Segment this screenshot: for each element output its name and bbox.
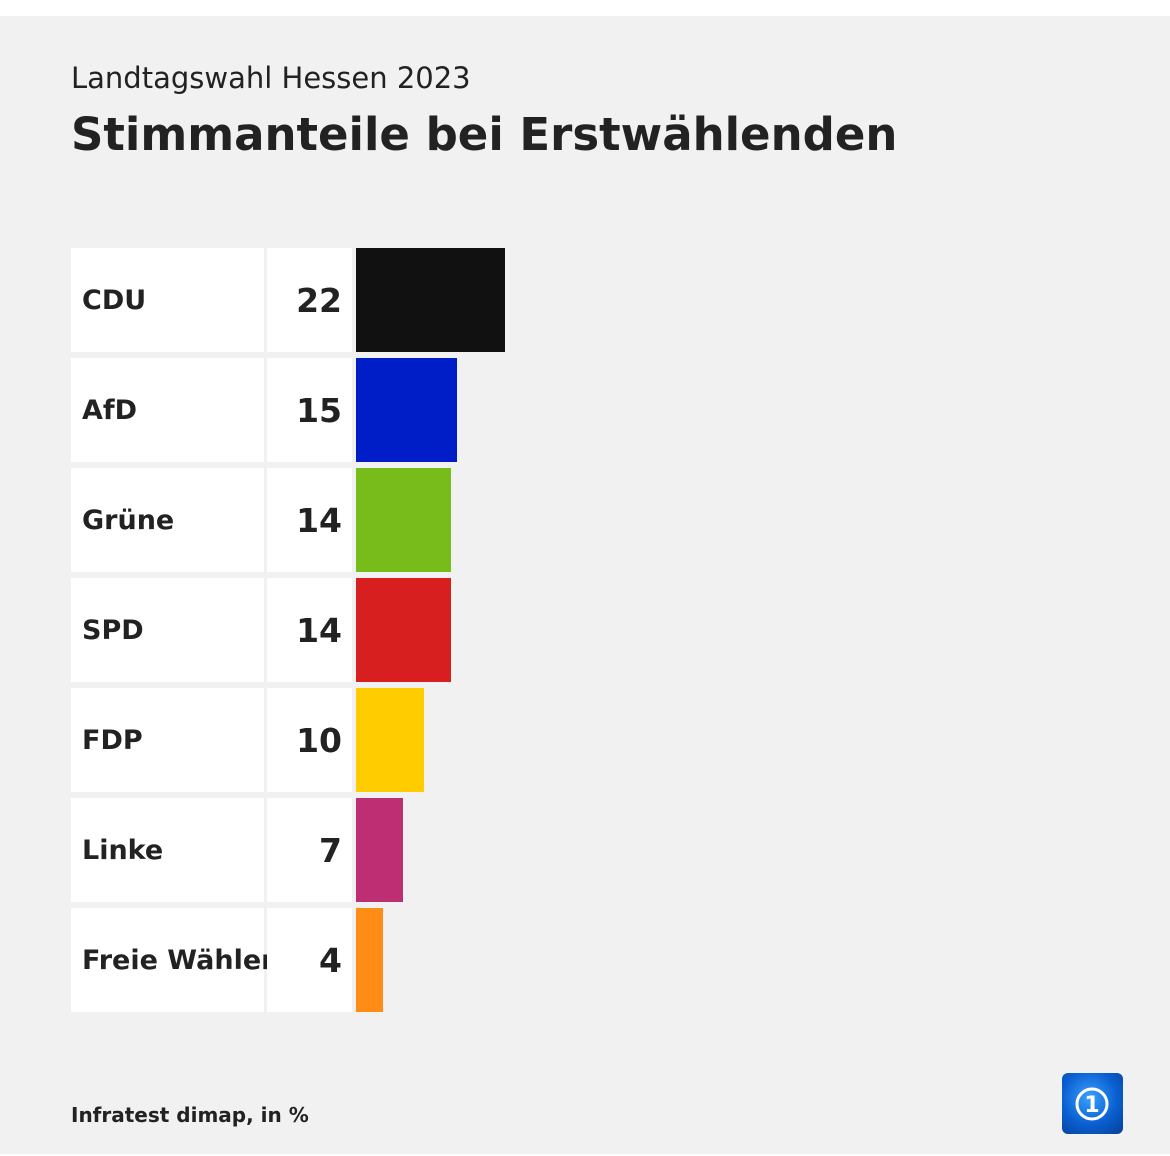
svg-text:1: 1 — [1084, 1093, 1099, 1118]
category-label: SPD — [71, 578, 264, 682]
category-label: Grüne — [71, 468, 264, 572]
category-label: Freie Wähler — [71, 908, 274, 1012]
ard-logo-icon: 1 — [1062, 1073, 1123, 1134]
category-label: Linke — [71, 798, 264, 902]
category-label: CDU — [71, 248, 264, 352]
chart-subtitle: Landtagswahl Hessen 2023 — [71, 61, 471, 95]
value-label: 14 — [267, 578, 352, 682]
value-label: 4 — [267, 908, 352, 1012]
bar — [356, 688, 424, 792]
category-label: AfD — [71, 358, 264, 462]
bar — [356, 248, 505, 352]
source-note: Infratest dimap, in % — [71, 1103, 309, 1127]
value-label: 22 — [267, 248, 352, 352]
bar — [356, 358, 458, 462]
value-label: 15 — [267, 358, 352, 462]
value-label: 7 — [267, 798, 352, 902]
bar — [356, 798, 404, 902]
bar — [356, 578, 451, 682]
bar — [356, 908, 383, 1012]
value-label: 14 — [267, 468, 352, 572]
bar — [356, 468, 451, 572]
value-label: 10 — [267, 688, 352, 792]
chart-title: Stimmanteile bei Erstwählenden — [71, 108, 898, 161]
category-label: FDP — [71, 688, 264, 792]
